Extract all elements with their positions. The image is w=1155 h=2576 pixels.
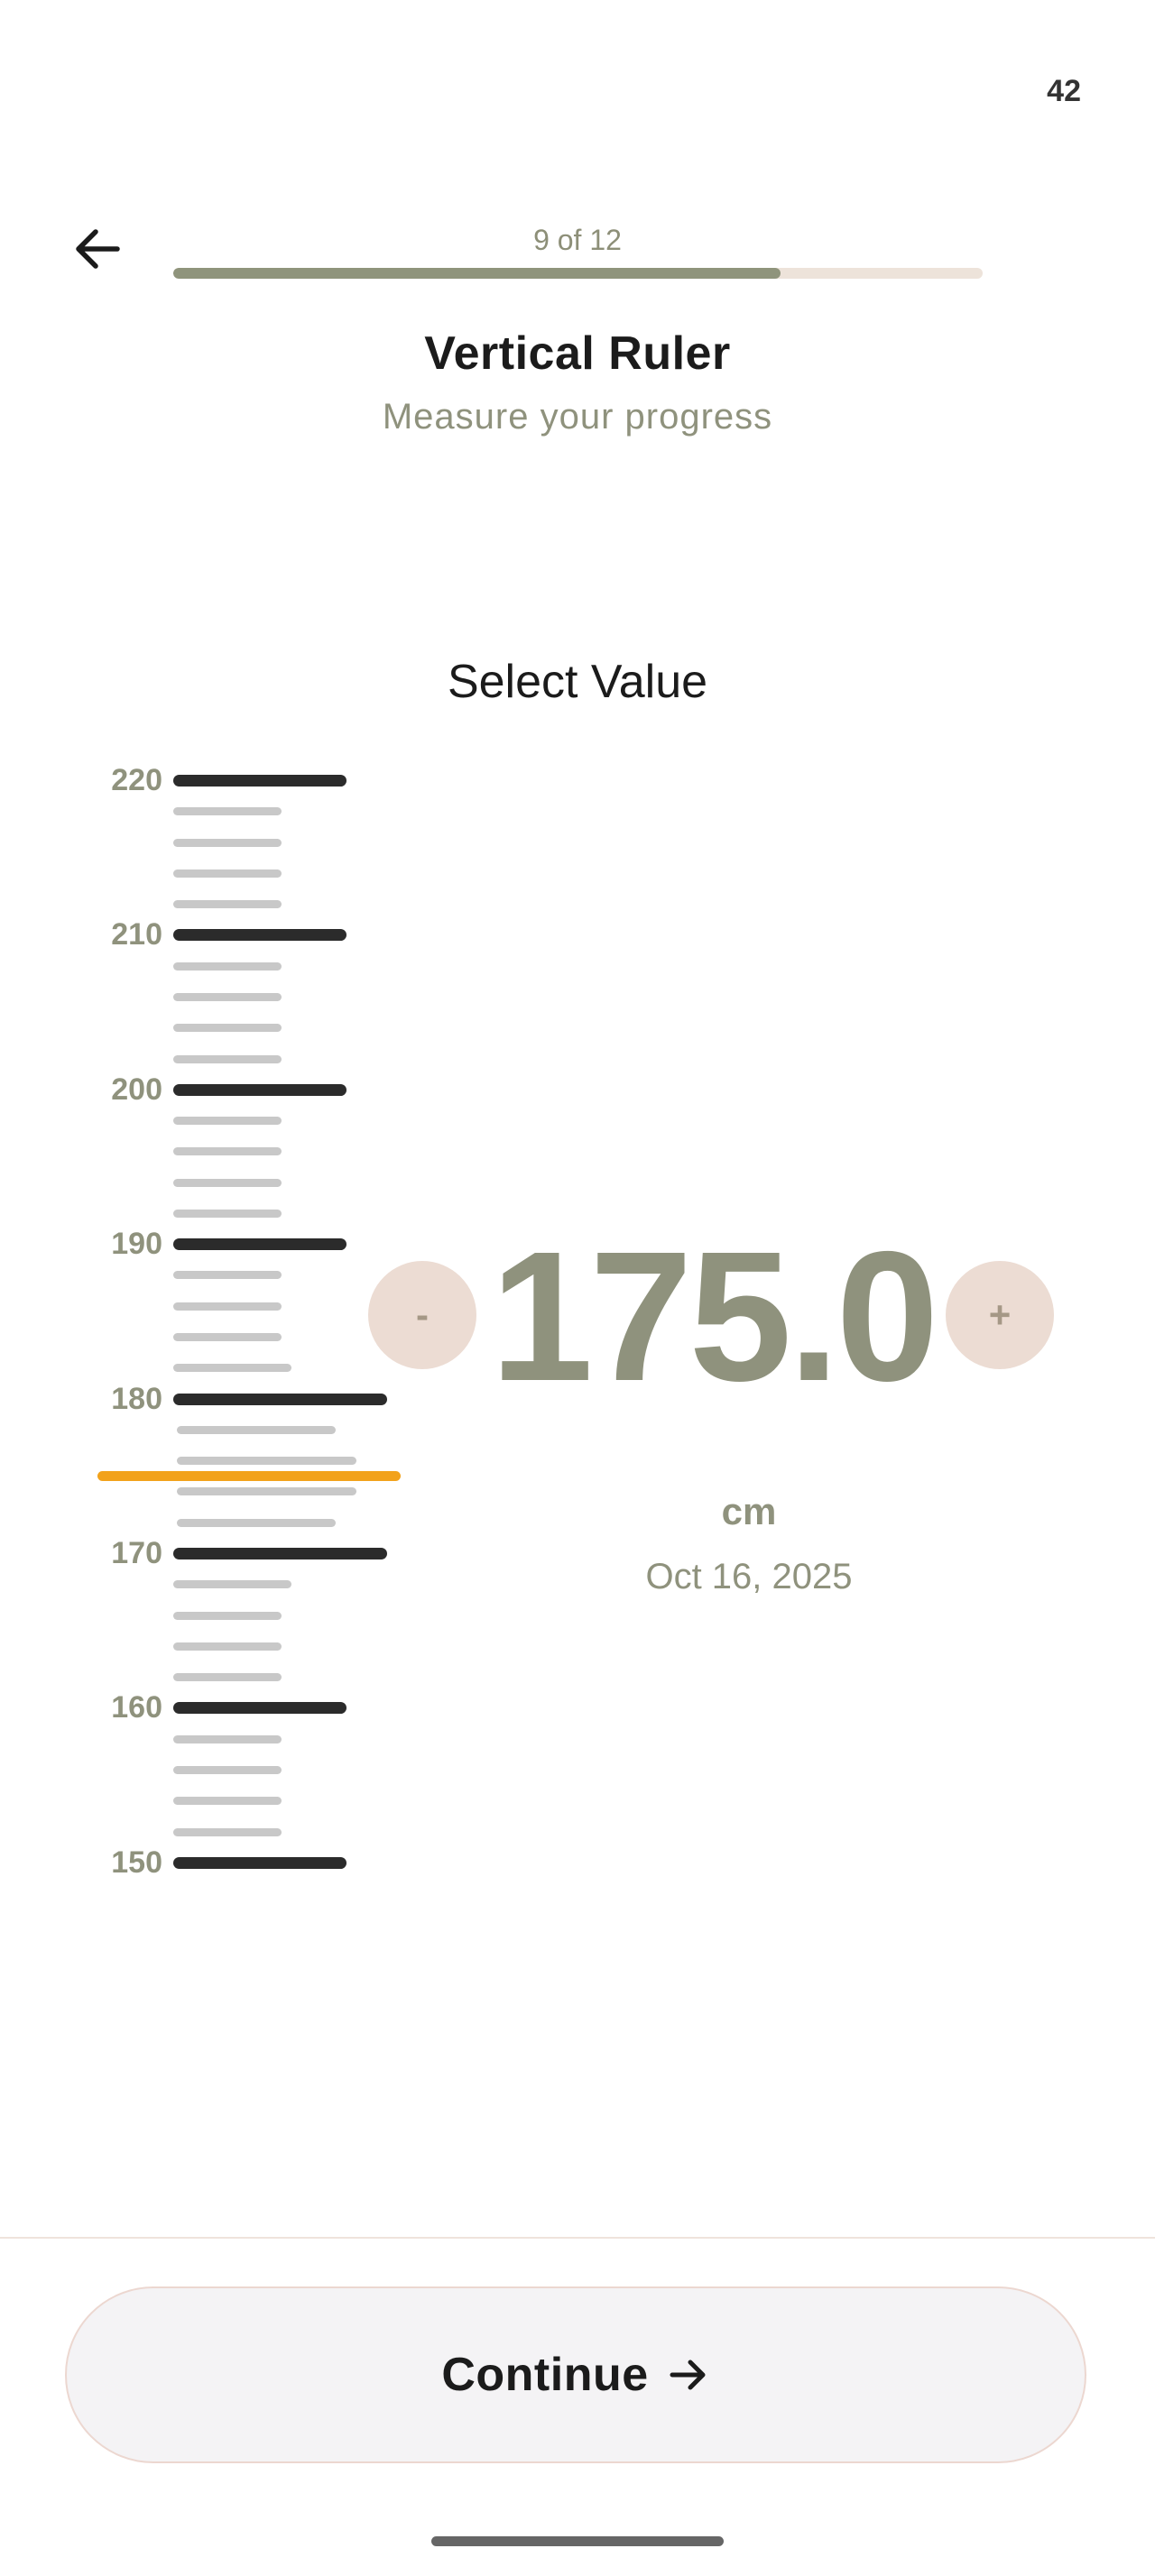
ruler-minor-tick [173,1178,282,1187]
arrow-right-icon [670,2360,706,2390]
ruler-major-tick [173,775,346,787]
page-subtitle: Measure your progress [382,397,773,437]
vertical-ruler[interactable]: 220 210 200 190 180 170 160 150 [0,722,469,1912]
ruler-major-tick [173,1548,387,1559]
ruler-minor-tick [173,1117,282,1126]
ruler-minor-tick [173,1209,282,1218]
ruler-minor-tick [173,1765,282,1774]
back-button[interactable] [65,216,130,281]
ruler-minor-tick [173,1333,282,1342]
ruler-minor-tick [173,1642,282,1651]
ruler-major-tick [173,1856,346,1869]
footer-divider [0,2237,1155,2239]
progress-bar [173,268,983,279]
decrement-button[interactable]: - [368,1261,476,1369]
ruler-minor-tick [173,838,282,847]
ruler-minor-tick [173,1611,282,1620]
ruler-minor-tick [173,1302,282,1311]
ruler-minor-tick [173,1734,282,1743]
unit-label: cm [721,1490,777,1532]
ruler-major-tick [173,929,346,942]
ruler-tick-label: 200 [111,1072,162,1107]
ruler-tick-label: 210 [111,917,162,952]
selected-value: 175.0 [490,1213,938,1420]
ruler-minor-tick [173,807,282,816]
increment-button[interactable]: + [946,1261,1054,1369]
date-label: Oct 16, 2025 [645,1557,853,1596]
ruler-tick-label: 160 [111,1690,162,1725]
select-value-label: Select Value [447,656,708,708]
ruler-minor-tick [173,1054,282,1063]
ruler-minor-tick [173,1580,292,1589]
continue-button-label: Continue [441,2349,649,2401]
ruler-minor-tick [173,1271,282,1280]
ruler-minor-tick [173,1827,282,1836]
progress-step-label: 9 of 12 [533,224,622,256]
home-indicator [431,2536,724,2546]
ruler-tick-label: 170 [111,1536,162,1570]
ruler-major-tick [173,1702,346,1715]
ruler-tick-label: 150 [111,1845,162,1880]
ruler-minor-tick [177,1425,337,1434]
status-indicator: 42 [1047,74,1081,108]
ruler-tick-label: 180 [111,1381,162,1416]
continue-button[interactable]: Continue [65,2286,1086,2463]
value-display-row: - 175.0 + [361,1213,1083,1420]
ruler-tick-label: 220 [111,763,162,797]
ruler-minor-tick [173,1147,282,1156]
ruler-major-tick [173,1083,346,1096]
ruler-minor-tick [173,992,282,1001]
ruler-major-tick [173,1393,387,1405]
ruler-selection-indicator [97,1471,401,1482]
ruler-minor-tick [173,961,282,971]
ruler-minor-tick [177,1487,356,1496]
ruler-minor-tick [173,869,282,878]
ruler-minor-tick [173,900,282,909]
ruler-minor-tick [177,1518,337,1527]
ruler-major-tick [173,1238,346,1251]
ruler-minor-tick [173,1797,282,1806]
ruler-tick-label: 190 [111,1227,162,1262]
page-title: Vertical Ruler [424,327,731,380]
ruler-minor-tick [173,1673,282,1682]
ruler-minor-tick [177,1457,356,1466]
ruler-minor-tick [173,1364,292,1373]
ruler-minor-tick [173,1024,282,1033]
progress-bar-fill [173,268,781,279]
arrow-left-icon [76,229,120,269]
